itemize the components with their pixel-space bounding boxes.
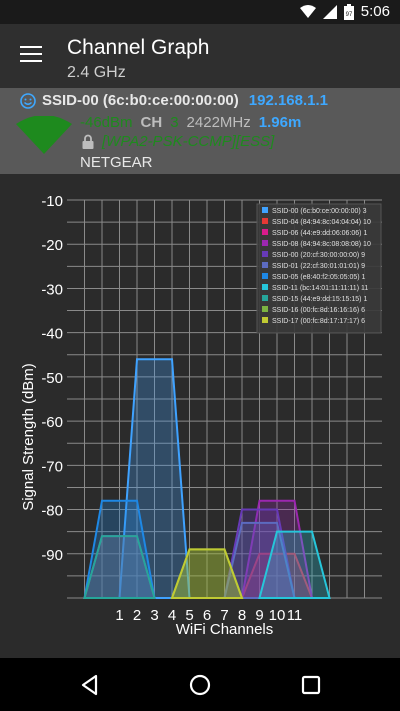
wifi-signal-icon	[16, 116, 72, 154]
clock: 5:06	[360, 3, 390, 20]
y-tick-label: -40	[41, 326, 63, 343]
y-tick-label: -70	[41, 458, 63, 475]
x-tick-label: 5	[185, 607, 193, 624]
x-axis-label: WiFi Channels	[176, 621, 274, 638]
legend-entry: SSID-00 (20:cf:30:00:00:00) 9	[272, 252, 365, 259]
channel-chart: -10 -20 -30 -40 -50 -60 -70 -80 -90 1 2 3 4 5 6 7 8 9 10 11…	[20, 193, 382, 638]
legend-swatch	[262, 229, 268, 235]
legend-swatch	[262, 273, 268, 279]
channel-series-10	[170, 548, 244, 599]
legend-entry: SSID-01 (22:cf:30:01:01:01) 9	[272, 263, 365, 270]
legend-box	[256, 203, 382, 334]
frequency: 2422MHz	[186, 114, 251, 131]
page-title: Channel Graph	[67, 36, 210, 59]
x-tick-label: 1	[115, 607, 123, 624]
signal-strength: -46dBm	[80, 114, 133, 131]
channel-label: CH	[140, 114, 163, 131]
band-subtitle: 2.4 GHz	[67, 64, 126, 81]
ip-address: 192.168.1.1	[248, 92, 329, 109]
ap-details-row: -46dBm CH 3 2422MHz 1.96m	[80, 114, 301, 131]
legend-swatch	[262, 295, 268, 301]
legend-entry: SSID-00 (6c:b0:ce:00:00:00) 3	[272, 208, 367, 215]
y-tick-label: -20	[41, 237, 63, 254]
status-icons: 97 5:06	[299, 3, 390, 20]
home-icon[interactable]	[188, 673, 212, 697]
security-capabilities: [WPA2-PSK-CCMP][ESS]	[102, 133, 275, 150]
legend-swatch	[262, 284, 268, 290]
x-tick-label: 11	[287, 607, 303, 624]
x-tick-label: 10	[269, 607, 286, 624]
distance: 1.96m	[258, 114, 302, 131]
legend-entry: SSID-04 (84:94:8c:04:04:04) 10	[272, 219, 371, 226]
legend-swatch	[262, 207, 268, 213]
legend-entry: SSID-05 (e8:40:f2:05:05:05) 1	[272, 274, 365, 281]
hamburger-menu-icon[interactable]	[20, 46, 42, 64]
channel-series-7	[258, 530, 331, 599]
x-tick-label: 7	[220, 607, 228, 624]
legend-entry: SSID-06 (44:e9:dd:06:06:06) 1	[272, 230, 367, 237]
lock-icon	[82, 134, 94, 149]
x-tick-label: 6	[203, 607, 211, 624]
legend-entry: SSID-15 (44:e9:dd:15:15:15) 1	[272, 296, 367, 303]
connected-access-point[interactable]: SSID-00 (6c:b0:ce:00:00:00) 192.168.1.1 …	[0, 88, 400, 174]
legend-swatch	[262, 251, 268, 257]
y-tick-label: -50	[41, 370, 63, 387]
app-bar: Channel Graph 2.4 GHz	[0, 24, 400, 88]
y-tick-label: -80	[41, 503, 63, 520]
legend-swatch	[262, 317, 268, 323]
x-tick-label: 3	[150, 607, 158, 624]
battery-icon: 97	[343, 3, 354, 20]
x-tick-label: 8	[238, 607, 246, 624]
legend-entry: SSID-08 (84:94:8c:08:08:08) 10	[272, 241, 371, 248]
channel-value: 3	[170, 114, 179, 131]
channel-series-8	[83, 535, 156, 599]
x-tick-label: 2	[133, 607, 141, 624]
ssid-label: SSID-00 (6c:b0:ce:00:00:00)	[42, 92, 239, 109]
wifi-status-icon	[299, 4, 316, 18]
cell-signal-icon	[322, 4, 337, 19]
navigation-bar	[0, 658, 400, 711]
legend-swatch	[262, 262, 268, 268]
legend-entry: SSID-16 (00:fc:8d:16:16:16) 6	[272, 307, 365, 314]
ap-security-row: [WPA2-PSK-CCMP][ESS]	[82, 133, 274, 150]
legend-entry: SSID-17 (00:fc:8d:17:17:17) 6	[272, 318, 365, 325]
status-bar: 97 5:06	[0, 0, 400, 24]
legend-swatch	[262, 240, 268, 246]
x-tick-label: 9	[255, 607, 263, 624]
connected-smiley-icon	[20, 92, 36, 109]
y-tick-label: -30	[41, 281, 63, 298]
back-icon[interactable]	[78, 673, 102, 697]
ap-header-row: SSID-00 (6c:b0:ce:00:00:00) 192.168.1.1	[20, 92, 328, 109]
vendor-name: NETGEAR	[80, 154, 153, 171]
y-axis-label: Signal Strength (dBm)	[20, 363, 37, 511]
channel-graph: -10 -20 -30 -40 -50 -60 -70 -80 -90 1 2 3 4 5 6 7 8 9 10 11…	[0, 174, 400, 658]
recents-icon[interactable]	[299, 673, 323, 697]
legend-entry: SSID-11 (bc:14:01:11:11:11) 11	[272, 285, 368, 292]
legend-swatch	[262, 306, 268, 312]
y-tick-label: -10	[41, 193, 63, 210]
y-tick-label: -60	[41, 414, 63, 431]
legend-swatch	[262, 218, 268, 224]
x-tick-label: 4	[168, 607, 176, 624]
y-tick-label: -90	[41, 547, 63, 564]
battery-level: 97	[345, 12, 352, 18]
